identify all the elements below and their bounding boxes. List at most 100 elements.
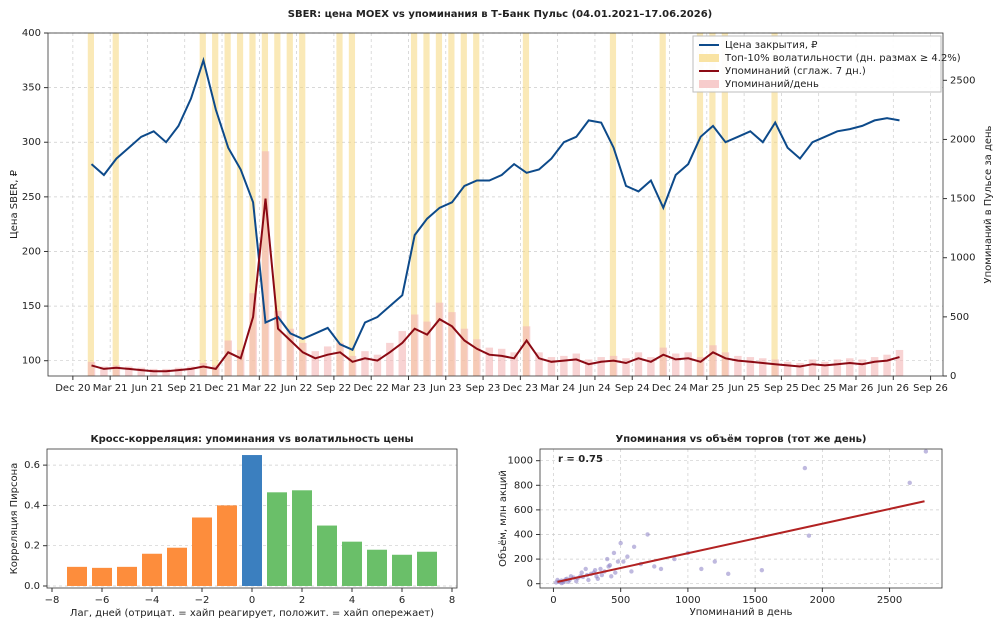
volatility-band (286, 33, 293, 376)
bar (242, 455, 262, 586)
y-tick-label: 800 (514, 480, 533, 491)
scatter-point (568, 574, 574, 579)
volatility-band (87, 33, 94, 376)
x-tick-label: Jun 26 (877, 383, 910, 394)
x-tick-label: 6 (399, 595, 405, 606)
daily-mention-bar (895, 349, 904, 376)
daily-mention-bar (361, 351, 369, 376)
volatility-band (709, 33, 716, 376)
daily-mention-bar (709, 345, 717, 376)
volatility-band (348, 33, 356, 376)
plot-frame (539, 448, 943, 589)
x-tick-label: Dec 24 (652, 383, 687, 394)
y-tick-label: 400 (22, 28, 41, 39)
x-tick-label: Dec 21 (204, 383, 239, 394)
y-tick-label: 0.6 (24, 460, 40, 471)
scatter-point (726, 571, 731, 577)
x-tick-label: Mar 21 (93, 383, 128, 394)
daily-mention-bar (721, 352, 730, 376)
y-tick-label: 400 (514, 529, 533, 540)
x-tick-label: Dec 25 (801, 383, 836, 394)
daily-mention-bar (435, 302, 444, 376)
daily-mention-bar (659, 347, 668, 376)
scatter-point (598, 566, 603, 572)
y2-tick-label: 1000 (950, 253, 975, 264)
x-tick-label: 2500 (877, 595, 902, 606)
daily-mention-bar (597, 357, 605, 376)
chart-title: Кросс-корреляция: упоминания vs волатиль… (90, 434, 413, 445)
bar (142, 553, 162, 586)
legend-label: Упоминаний/день (725, 79, 819, 90)
daily-mention-bar (647, 357, 655, 376)
daily-mention-bar (286, 328, 295, 376)
volatility-band (274, 33, 281, 376)
daily-mention-bar (821, 361, 829, 376)
scatter-point (618, 540, 623, 546)
y-tick-label: 0.2 (24, 541, 40, 552)
x-tick-label: Mar 26 (839, 383, 874, 394)
daily-mention-bar (162, 368, 170, 376)
annotation: r = 0.75 (558, 454, 603, 465)
volatility-band (199, 33, 206, 376)
x-tick-label: Jun 21 (131, 383, 164, 394)
volatility-band (299, 33, 306, 376)
axis-label: Объём, млн акций (498, 470, 509, 567)
daily-mention-bar (261, 151, 270, 376)
daily-mention-bar (759, 358, 767, 376)
daily-mention-bar (497, 348, 506, 376)
volatility-band (224, 33, 231, 376)
y-tick-label: 150 (22, 301, 41, 312)
legend-label: Упоминаний (сглаж. 7 дн.) (725, 66, 866, 77)
daily-mention-bar (125, 366, 133, 376)
x-tick-label: 0 (550, 595, 556, 606)
y2-tick-label: 500 (950, 312, 969, 323)
y-tick-label: 1000 (508, 456, 533, 467)
scatter-point (574, 579, 579, 584)
daily-mention-bar (274, 310, 282, 376)
series-line (91, 198, 900, 373)
y2-tick-label: 0 (950, 371, 956, 382)
scatter-point (606, 564, 611, 569)
daily-mention-bar (187, 366, 195, 376)
y-tick-label: 0 (527, 579, 533, 590)
daily-mention-bar (323, 346, 332, 376)
scatter-point (806, 533, 812, 538)
x-tick-label: Mar 24 (540, 383, 575, 394)
x-tick-label: 1500 (742, 595, 767, 606)
daily-mention-bar (609, 355, 618, 376)
legend-label: Цена закрытия, ₽ (725, 40, 818, 51)
daily-mention-bar (460, 328, 469, 376)
daily-mention-bar (137, 367, 145, 376)
x-tick-label: Jun 24 (578, 383, 611, 394)
daily-mention-bar (112, 365, 121, 376)
x-tick-label: Mar 23 (391, 383, 426, 394)
daily-mention-bar (858, 359, 866, 376)
scatter-point (613, 570, 618, 575)
scatter-point (621, 559, 626, 564)
daily-mention-bar (572, 353, 581, 376)
bar (167, 547, 187, 586)
x-axis-label: Упоминаний в день (690, 607, 793, 618)
bar (192, 517, 212, 586)
daily-mention-bar (386, 342, 394, 376)
x-tick-label: Sep 23 (466, 383, 501, 394)
x-tick-label: 1000 (675, 595, 700, 606)
x-tick-label: Sep 21 (167, 383, 202, 394)
bar (217, 505, 237, 586)
volatility-band (236, 33, 244, 376)
daily-mention-bar (336, 342, 344, 376)
x-tick-label: Mar 25 (689, 383, 724, 394)
scatter-point (658, 566, 664, 572)
y-tick-label: 200 (514, 554, 533, 565)
x-tick-label: Jun 25 (727, 383, 760, 394)
volatility-band (771, 33, 778, 376)
daily-mention-bar (622, 358, 630, 376)
scatter-point (923, 449, 929, 454)
scatter-point (609, 574, 614, 579)
x-tick-label: 0 (249, 595, 255, 606)
x-tick-label: 8 (449, 595, 455, 606)
x-tick-label: −8 (45, 595, 60, 606)
x-tick-label: Jun 23 (429, 383, 462, 394)
scatter-point (583, 566, 588, 572)
axis-label: Корреляция Пирсона (9, 463, 20, 575)
